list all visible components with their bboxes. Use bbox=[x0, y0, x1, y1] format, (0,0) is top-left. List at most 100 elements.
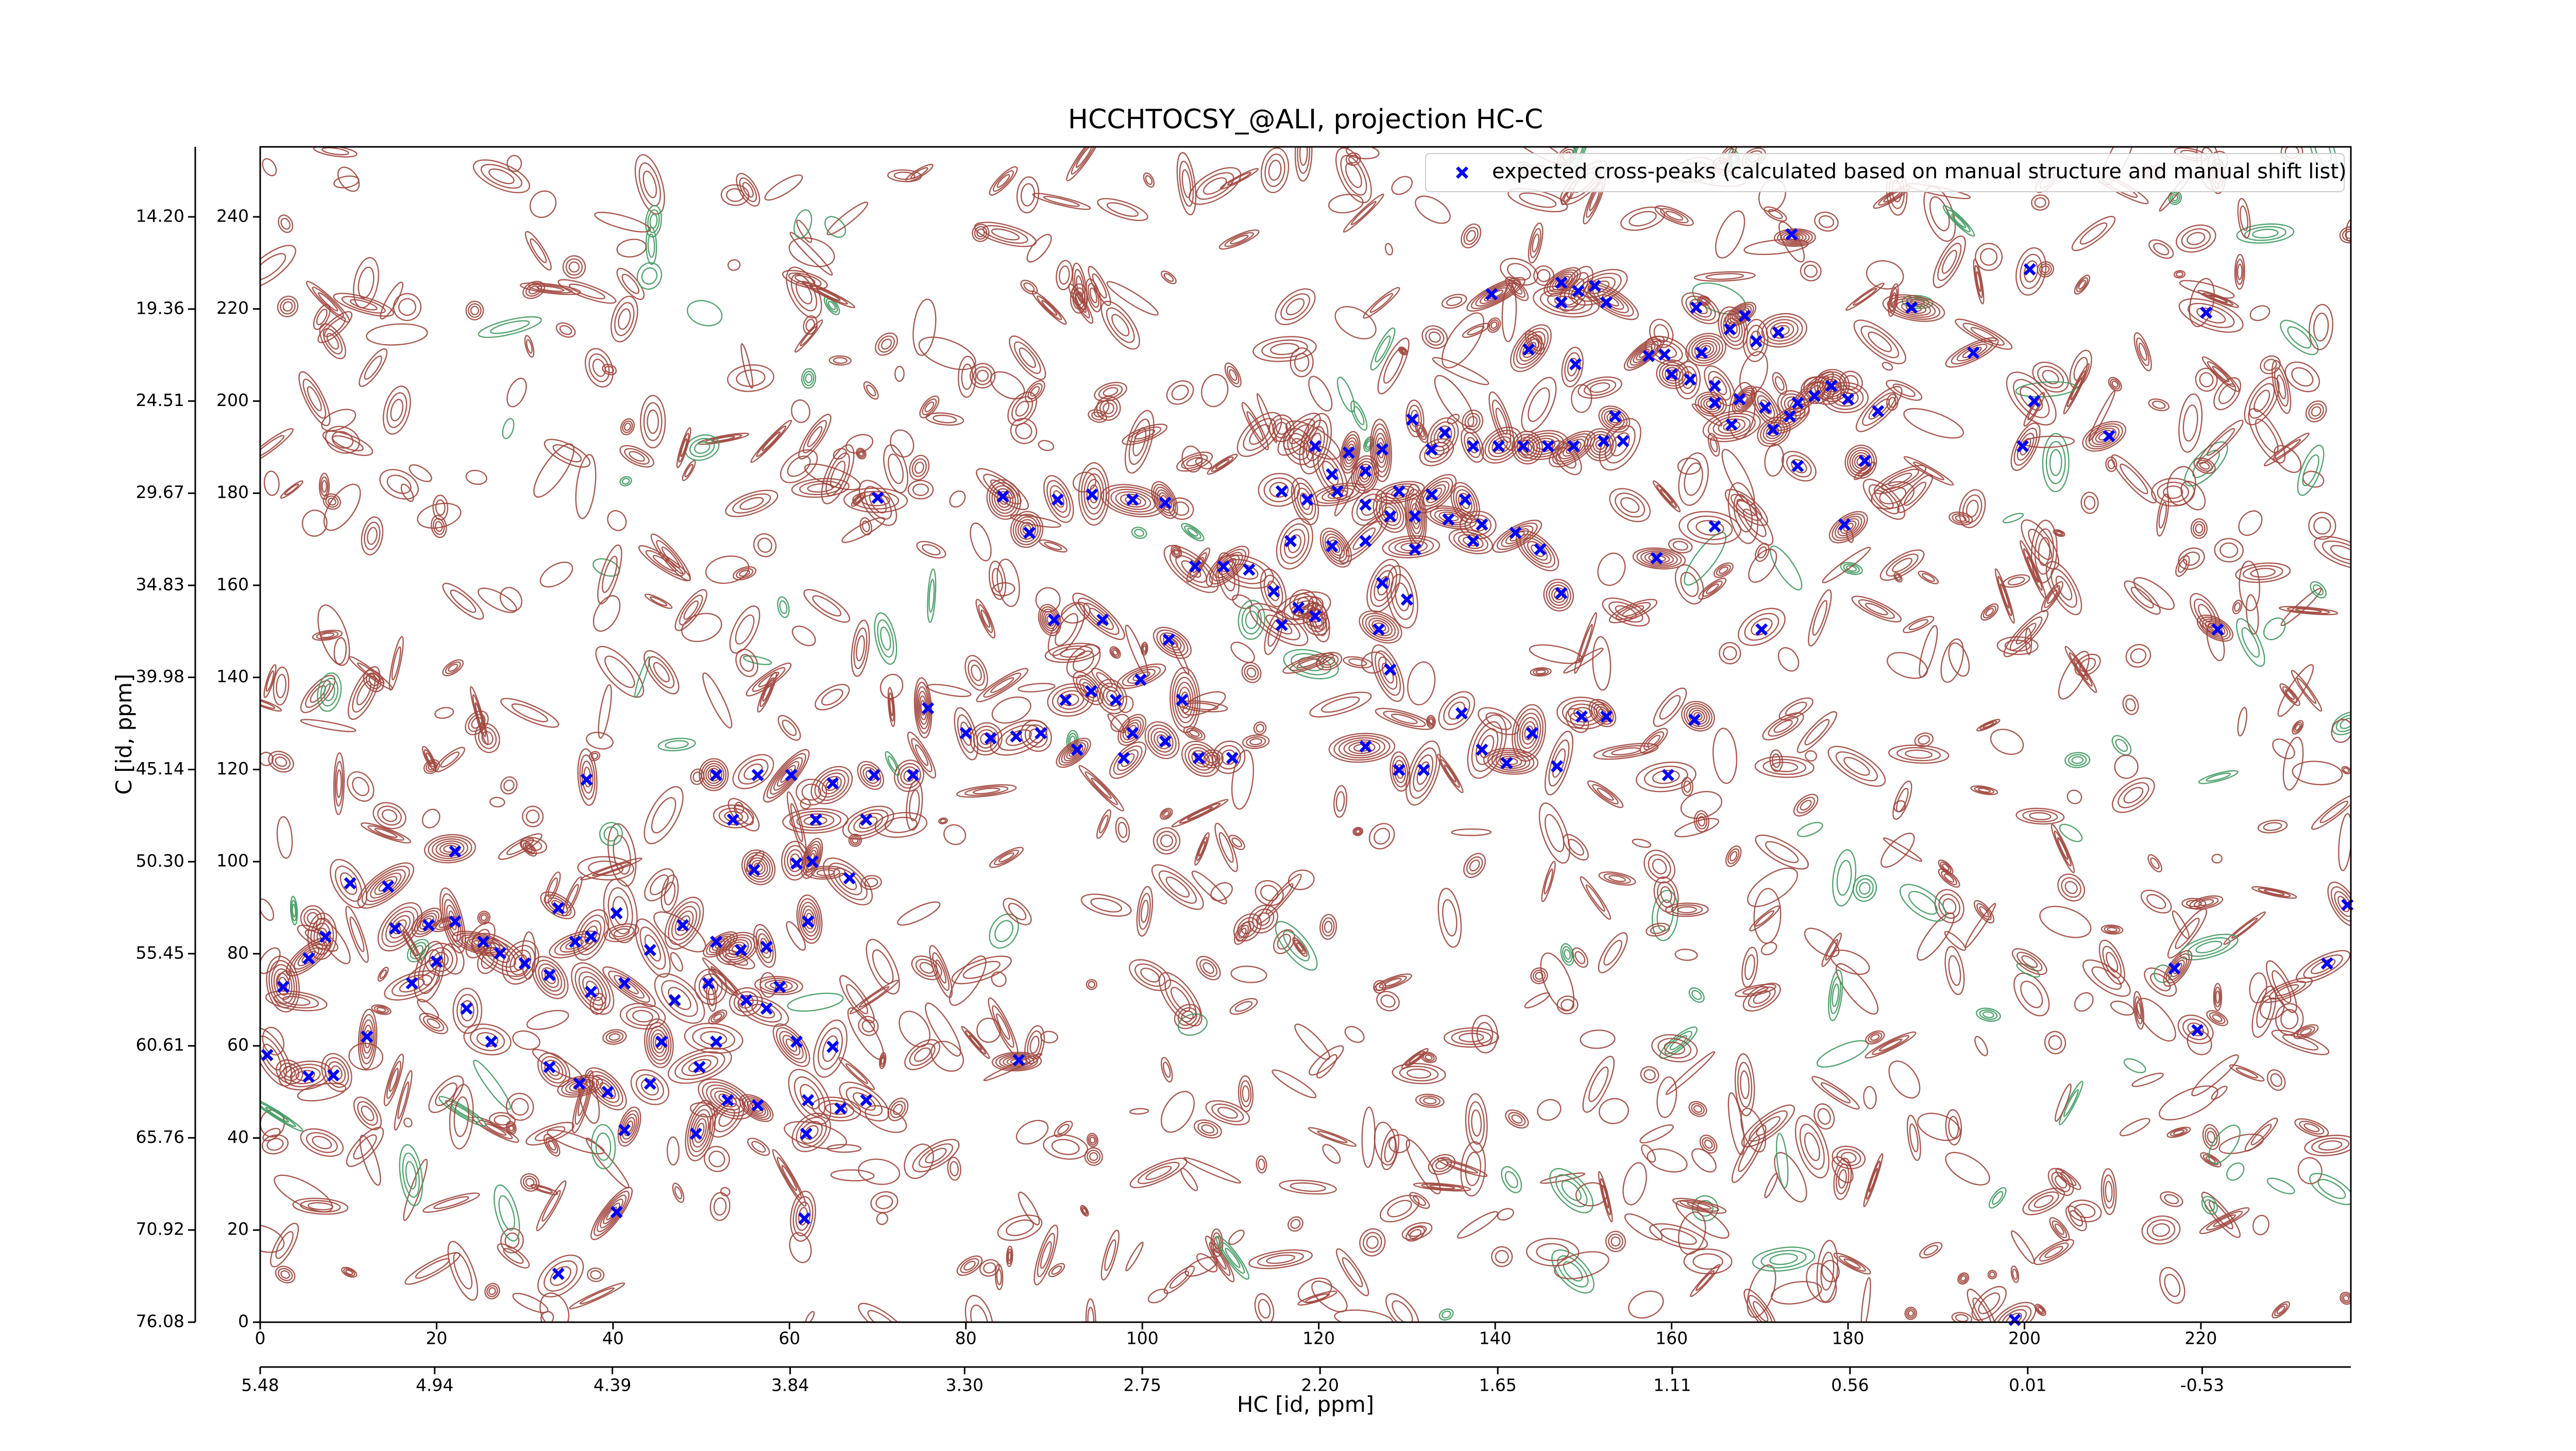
contour bbox=[2292, 720, 2304, 735]
cross-peak bbox=[2008, 1313, 2021, 1326]
contour bbox=[1269, 482, 1289, 498]
cross-peak bbox=[1733, 393, 1746, 406]
contour bbox=[1519, 717, 1539, 749]
contour bbox=[1020, 183, 1036, 207]
contour bbox=[574, 967, 611, 1010]
contour bbox=[666, 1136, 680, 1166]
cross-peak bbox=[1872, 405, 1885, 418]
contour bbox=[1143, 172, 1155, 188]
contour bbox=[629, 451, 645, 462]
contour bbox=[1201, 1124, 1215, 1134]
contour bbox=[374, 1005, 389, 1014]
contour bbox=[1333, 735, 1391, 761]
contour bbox=[678, 432, 690, 463]
contour bbox=[1688, 707, 1708, 725]
contour bbox=[1918, 735, 1930, 745]
contour bbox=[694, 968, 727, 1005]
contour bbox=[762, 683, 772, 702]
contour bbox=[1344, 1026, 1365, 1043]
cross-peak bbox=[1359, 465, 1372, 478]
contour bbox=[1511, 1114, 1523, 1124]
contour bbox=[2205, 1127, 2218, 1147]
contour bbox=[300, 719, 357, 733]
contour bbox=[1438, 691, 1476, 731]
contour bbox=[919, 962, 934, 974]
contour bbox=[1537, 1099, 1562, 1121]
contour bbox=[671, 906, 698, 941]
contour bbox=[799, 480, 842, 496]
contour bbox=[1103, 686, 1121, 707]
contour bbox=[1229, 369, 1238, 381]
contour bbox=[400, 483, 414, 502]
contour bbox=[276, 1059, 303, 1085]
contour bbox=[571, 1070, 594, 1134]
contour bbox=[2309, 303, 2333, 350]
contour bbox=[1016, 176, 1040, 214]
contour bbox=[1704, 1139, 1713, 1149]
contour bbox=[300, 1128, 344, 1157]
contour bbox=[602, 555, 618, 593]
contour bbox=[1076, 275, 1084, 297]
cross-peak bbox=[1967, 346, 1980, 359]
contour bbox=[1024, 1025, 1045, 1065]
y2-tick-label: 76.08 bbox=[136, 1311, 184, 1331]
cross-peak bbox=[751, 1099, 764, 1112]
contour bbox=[973, 366, 992, 385]
contour bbox=[1348, 155, 1359, 164]
contour bbox=[1030, 386, 1040, 397]
contour bbox=[522, 1175, 537, 1190]
contour bbox=[1880, 833, 1915, 868]
contour bbox=[826, 201, 869, 235]
cross-peak bbox=[1467, 535, 1480, 548]
contour bbox=[1453, 485, 1478, 520]
contour bbox=[2207, 1131, 2216, 1143]
contour bbox=[1231, 837, 1242, 848]
contour bbox=[756, 425, 787, 458]
contour bbox=[1154, 731, 1171, 750]
y-tick-label: 140 bbox=[216, 666, 249, 686]
contour bbox=[2240, 205, 2249, 231]
contour bbox=[1282, 652, 1334, 674]
contour bbox=[1341, 434, 1360, 471]
contour bbox=[2102, 946, 2122, 979]
x-tick-label: 200 bbox=[2008, 1328, 2041, 1348]
contour bbox=[1653, 324, 1669, 343]
contour bbox=[1184, 744, 1217, 774]
contour bbox=[1365, 615, 1396, 639]
contour bbox=[1015, 1120, 1049, 1145]
contour bbox=[1777, 647, 1800, 672]
contour bbox=[2299, 1121, 2325, 1135]
contour bbox=[1649, 1223, 1708, 1250]
contour bbox=[324, 317, 346, 338]
contour bbox=[2063, 1089, 2079, 1117]
contour bbox=[1628, 1290, 1664, 1319]
contour bbox=[1443, 1027, 1499, 1048]
contour bbox=[888, 692, 895, 722]
contour bbox=[2308, 403, 2325, 420]
contour bbox=[800, 1084, 820, 1110]
contour bbox=[847, 1007, 885, 1060]
contour bbox=[1428, 331, 1441, 343]
contour bbox=[1584, 428, 1617, 462]
contour bbox=[1375, 335, 1391, 363]
cross-peak bbox=[1575, 710, 1588, 723]
contour bbox=[1829, 976, 1841, 1015]
contour bbox=[1440, 759, 1460, 788]
cross-peak bbox=[689, 1127, 702, 1140]
contour bbox=[2108, 377, 2122, 392]
contour bbox=[1702, 1137, 1715, 1151]
cross-peak bbox=[1051, 493, 1064, 506]
contour bbox=[1822, 547, 1871, 583]
contour bbox=[1976, 719, 2001, 732]
cross-peak bbox=[1690, 301, 1703, 314]
cross-peak bbox=[1096, 613, 1109, 626]
contour bbox=[1089, 1152, 1098, 1161]
contour bbox=[1684, 532, 1727, 586]
contour bbox=[1459, 1033, 1484, 1042]
y-tick-label: 20 bbox=[227, 1219, 249, 1239]
contour bbox=[1833, 1253, 1871, 1275]
contour bbox=[1181, 740, 1220, 777]
legend-box bbox=[1425, 153, 2345, 192]
contour bbox=[912, 483, 929, 496]
